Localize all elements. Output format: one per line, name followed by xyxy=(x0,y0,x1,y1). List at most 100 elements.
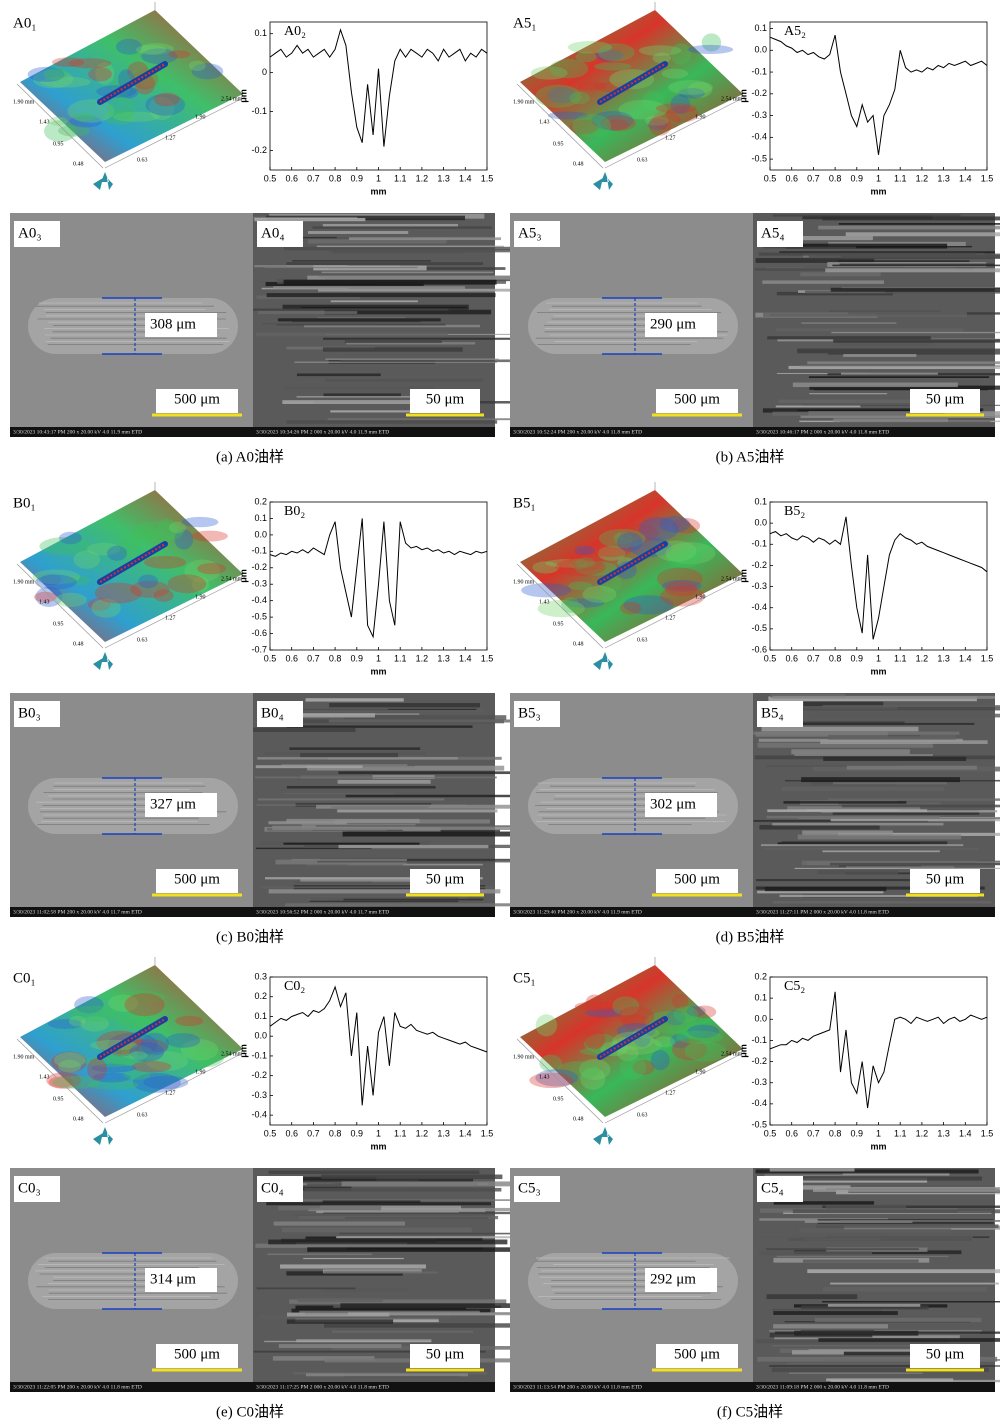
surface-texture xyxy=(665,547,703,569)
sem-stripe xyxy=(304,1187,502,1192)
sem-stripe xyxy=(284,246,513,251)
axis-edge xyxy=(104,576,246,649)
sem-stripe xyxy=(343,898,484,901)
sem-stripe xyxy=(801,777,960,783)
axis-edge xyxy=(104,1051,246,1124)
axis-edge xyxy=(604,1051,746,1124)
surface-axis-label: 0.95 xyxy=(53,141,64,147)
sem-stripe xyxy=(791,749,910,755)
sem-stripe xyxy=(831,331,1000,334)
measure-label: 290 μm xyxy=(650,316,696,332)
surface-texture xyxy=(157,518,176,541)
surface-axis-label: 2.54 mm xyxy=(221,1051,243,1057)
y-axis-label: μm xyxy=(238,1044,248,1058)
x-tick-label: 0.5 xyxy=(264,173,277,183)
sem-stripe xyxy=(268,713,375,718)
surface-texture xyxy=(594,49,624,62)
surface-texture xyxy=(153,589,174,602)
surface-texture xyxy=(661,579,702,592)
surface-texture xyxy=(632,1059,655,1075)
surface-texture xyxy=(132,1072,181,1093)
sem-stripe xyxy=(286,1319,394,1324)
y-tick-label: -0.4 xyxy=(251,595,267,605)
sem-stripe xyxy=(299,1215,499,1220)
x-tick-label: 0.6 xyxy=(785,653,798,663)
sem-stripe xyxy=(254,776,497,779)
sem-stripe xyxy=(281,764,408,766)
surface-texture xyxy=(668,80,713,95)
y-tick-label: 0.0 xyxy=(754,1014,767,1024)
label-box xyxy=(14,221,60,247)
surface-axis-label: 0.63 xyxy=(137,637,148,643)
sem-stripe xyxy=(789,1372,923,1375)
sem-stripe xyxy=(794,867,1000,869)
surface-texture xyxy=(52,1075,100,1089)
surface-texture xyxy=(191,63,224,80)
surface-texture xyxy=(34,591,57,603)
orientation-icon xyxy=(93,172,113,190)
surface-texture xyxy=(651,111,681,130)
label-box xyxy=(257,1176,303,1202)
x-tick-label: 0.5 xyxy=(264,1128,277,1138)
sem-stripe xyxy=(792,382,958,388)
surface-texture xyxy=(87,1057,108,1081)
sem-stripe xyxy=(255,847,372,850)
sem-stripe xyxy=(344,339,442,343)
caption: (a) A0油样 xyxy=(216,448,284,465)
sem-stripe xyxy=(307,765,505,771)
surface-texture xyxy=(58,531,82,545)
y-axis-label: μm xyxy=(738,1044,748,1058)
wear-track xyxy=(528,298,738,354)
x-tick-label: 1.2 xyxy=(416,653,429,663)
x-tick-label: 1 xyxy=(376,1128,381,1138)
sem-stripe xyxy=(800,415,1000,418)
surface-texture xyxy=(184,559,221,583)
surface-texture xyxy=(32,69,74,89)
orientation-icon xyxy=(93,652,113,670)
y-tick-label: 0.3 xyxy=(254,971,267,981)
sem-label: B0₃ xyxy=(18,705,41,721)
sem-stripe xyxy=(261,886,494,889)
y-tick-label: -0.5 xyxy=(251,611,267,621)
surface-axis-label: 2.54 mm xyxy=(721,96,743,102)
x-tick-label: 1.3 xyxy=(937,173,950,183)
y-tick-label: 0.2 xyxy=(754,971,767,981)
caption: (b) A5油样 xyxy=(716,448,785,465)
surface-texture xyxy=(68,58,112,69)
sem-stripe xyxy=(825,1204,907,1209)
surface-texture xyxy=(606,119,630,131)
scale-box xyxy=(656,1344,738,1368)
surface-texture xyxy=(108,994,139,1012)
surface-texture xyxy=(612,996,640,1016)
surface-texture xyxy=(597,43,635,62)
wear-groove-edge xyxy=(599,543,666,583)
surface-texture xyxy=(521,583,572,598)
sem-stripe xyxy=(255,765,363,769)
sem-stripe xyxy=(272,1356,375,1361)
sem-stripe xyxy=(266,293,496,298)
sem-stripe xyxy=(807,361,1000,365)
surface-texture xyxy=(174,529,194,550)
sem-stripe xyxy=(296,396,444,398)
info-text: 3/30/2023 10:34:26 PM 2 000 x 20.00 kV 4… xyxy=(256,429,389,435)
surface-texture xyxy=(57,124,90,137)
sem-stripe xyxy=(797,817,1000,820)
sem-stripe xyxy=(772,901,992,904)
sem-stripe xyxy=(336,1236,554,1239)
sem-stripe xyxy=(278,1205,382,1211)
chart-title: C0₂ xyxy=(284,979,305,994)
x-tick-label: 0.7 xyxy=(307,1128,320,1138)
surface-texture xyxy=(154,92,180,107)
x-tick-label: 1.4 xyxy=(459,1128,472,1138)
x-axis-label: mm xyxy=(370,666,386,676)
surface-axis-label: 0.48 xyxy=(573,1116,584,1122)
sem-stripe xyxy=(301,306,467,309)
surface-axis-label: 0.48 xyxy=(73,161,84,167)
sem-stripe xyxy=(823,1287,987,1292)
sem-stripe xyxy=(342,831,544,837)
scale-box xyxy=(656,389,738,413)
sem-stripe xyxy=(772,411,945,416)
sem-stripe xyxy=(776,328,964,332)
scale-box xyxy=(156,389,238,413)
sem-stripe xyxy=(253,1350,486,1353)
